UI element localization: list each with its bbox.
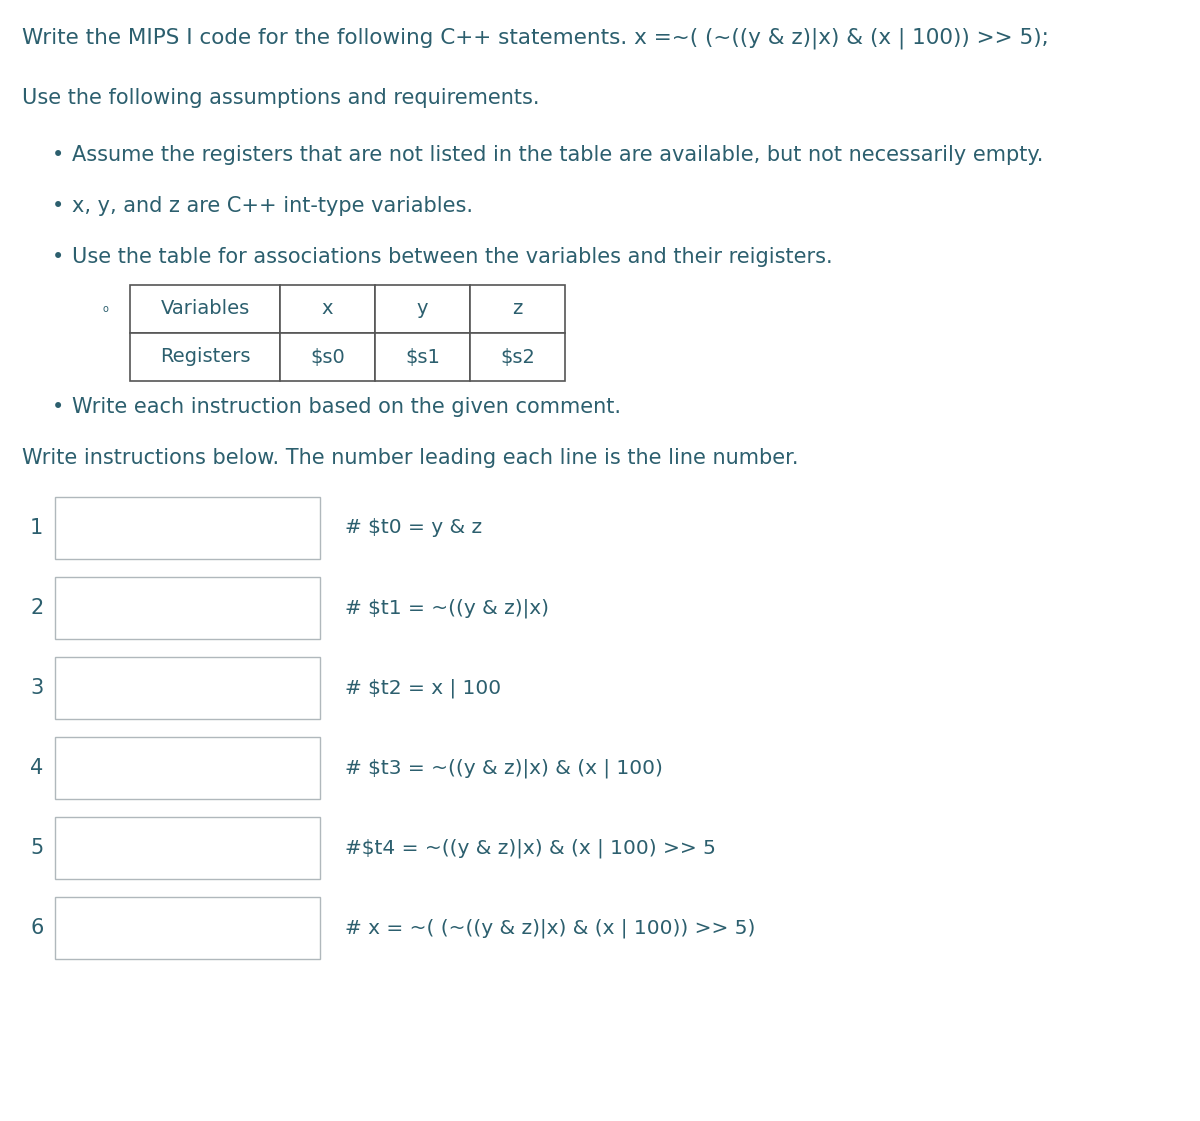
Text: •: • [52,145,65,165]
Text: #$t4 = ~((y & z)|x) & (x | 100) >> 5: #$t4 = ~((y & z)|x) & (x | 100) >> 5 [346,839,716,858]
Text: y: y [416,299,428,318]
Text: Write each instruction based on the given comment.: Write each instruction based on the give… [72,397,622,417]
Text: •: • [52,247,65,267]
Text: Use the following assumptions and requirements.: Use the following assumptions and requir… [22,89,540,108]
Text: x: x [322,299,334,318]
Bar [55,897,320,958]
Text: Registers: Registers [160,348,251,367]
Text: 6: 6 [30,918,43,938]
Bar [55,736,320,799]
Bar [280,285,374,333]
Text: x, y, and z are C++ int-type variables.: x, y, and z are C++ int-type variables. [72,196,473,216]
Text: Variables: Variables [161,299,250,318]
Text: # x = ~( (~((y & z)|x) & (x | 100)) >> 5): # x = ~( (~((y & z)|x) & (x | 100)) >> 5… [346,918,755,938]
Text: Write instructions below. The number leading each line is the line number.: Write instructions below. The number lea… [22,448,798,467]
Text: 2: 2 [30,597,43,618]
Bar [374,285,470,333]
Bar [130,285,280,333]
Text: # $t0 = y & z: # $t0 = y & z [346,519,482,537]
Bar [55,577,320,639]
Bar [130,333,280,381]
Text: •: • [52,196,65,216]
Text: o: o [102,304,108,314]
Text: 5: 5 [30,839,43,858]
Bar [280,333,374,381]
Bar [470,285,565,333]
Text: $s2: $s2 [500,348,535,367]
Text: 1: 1 [30,518,43,538]
Bar [374,333,470,381]
Text: 4: 4 [30,758,43,778]
Text: $s1: $s1 [406,348,440,367]
Text: # $t1 = ~((y & z)|x): # $t1 = ~((y & z)|x) [346,599,550,618]
Bar [470,333,565,381]
Text: •: • [52,397,65,417]
Text: z: z [512,299,523,318]
Bar [55,497,320,559]
Text: $s0: $s0 [310,348,344,367]
Text: Write the MIPS I code for the following C++ statements. x =~( (~((y & z)|x) & (x: Write the MIPS I code for the following … [22,28,1049,49]
Bar [55,657,320,719]
Text: Use the table for associations between the variables and their reigisters.: Use the table for associations between t… [72,247,833,267]
Bar [55,817,320,879]
Text: Assume the registers that are not listed in the table are available, but not nec: Assume the registers that are not listed… [72,145,1043,165]
Text: # $t3 = ~((y & z)|x) & (x | 100): # $t3 = ~((y & z)|x) & (x | 100) [346,758,662,778]
Text: 3: 3 [30,678,43,698]
Text: # $t2 = x | 100: # $t2 = x | 100 [346,678,502,697]
